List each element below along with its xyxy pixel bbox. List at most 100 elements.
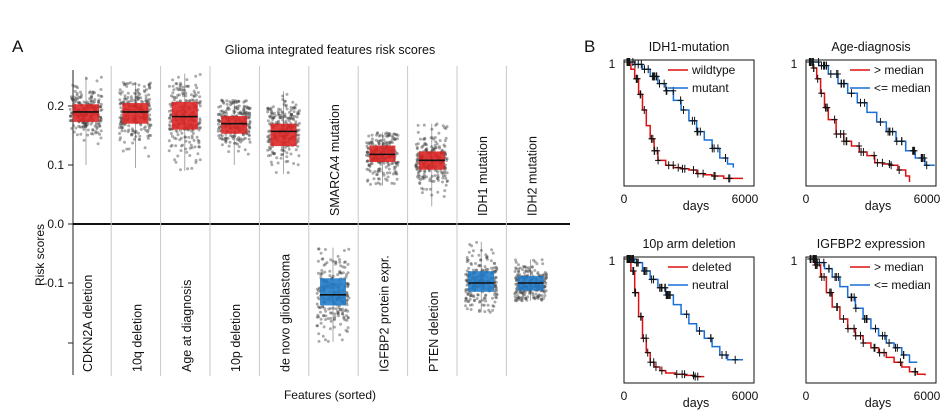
data-point (72, 124, 75, 128)
data-point (130, 99, 134, 103)
data-point (230, 135, 234, 139)
data-point (246, 112, 250, 116)
data-point (544, 281, 548, 285)
data-point (233, 99, 237, 103)
data-point (248, 119, 252, 123)
data-point (544, 277, 548, 281)
data-point (243, 136, 247, 140)
data-point (233, 106, 237, 110)
data-point (524, 269, 528, 273)
data-point (220, 99, 224, 102)
data-point (377, 140, 381, 144)
data-point (289, 114, 293, 118)
data-point (515, 279, 518, 282)
data-point (99, 102, 103, 106)
data-point (283, 112, 287, 116)
data-point (382, 161, 386, 165)
data-point (247, 115, 251, 119)
data-point (142, 85, 146, 88)
data-point (374, 138, 378, 142)
data-point (188, 99, 192, 103)
data-point (174, 137, 178, 141)
data-point (375, 173, 379, 176)
data-point (344, 308, 348, 312)
data-point (268, 145, 271, 149)
data-point (445, 157, 449, 161)
data-point (530, 291, 534, 295)
data-point (173, 95, 177, 99)
data-point (144, 128, 148, 132)
data-point (318, 306, 321, 310)
data-point (391, 135, 395, 139)
data-point (71, 98, 75, 102)
data-point (540, 294, 544, 298)
data-point (148, 123, 152, 127)
data-point (324, 309, 328, 313)
data-point (185, 150, 189, 154)
data-point (242, 100, 246, 104)
data-point (220, 134, 224, 138)
data-point (418, 169, 422, 173)
data-point (190, 146, 194, 150)
data-point (91, 90, 95, 94)
data-point (97, 122, 101, 126)
data-point (464, 290, 468, 294)
data-point (476, 293, 480, 297)
x-axis-label: days (683, 199, 709, 213)
km-panel-igfbp2-expression: IGFBP2 expression 1 0 6000 days > median <= me… (791, 237, 941, 410)
data-point (176, 93, 180, 97)
data-point (177, 75, 180, 79)
data-point (95, 79, 99, 83)
data-point (237, 111, 241, 115)
data-point (241, 112, 245, 116)
data-point (237, 100, 241, 103)
data-point (119, 116, 123, 120)
data-point (219, 133, 223, 137)
data-point (118, 91, 122, 95)
data-point (181, 85, 185, 89)
data-point (329, 311, 332, 315)
data-point (493, 300, 497, 304)
data-point (119, 101, 123, 105)
data-point (272, 116, 276, 120)
data-point (147, 124, 151, 128)
km-title: 10p arm deletion (642, 237, 735, 251)
data-point (131, 129, 135, 133)
data-point (184, 84, 188, 88)
data-point (99, 116, 103, 120)
data-point (493, 289, 497, 292)
data-point (323, 248, 327, 251)
data-point (193, 91, 197, 95)
data-point (91, 132, 95, 136)
data-point (435, 122, 439, 126)
data-point (123, 94, 127, 98)
data-point (434, 146, 437, 150)
data-point (388, 132, 392, 136)
data-point (422, 143, 426, 147)
data-point (329, 319, 333, 323)
data-point (136, 97, 140, 101)
data-point (77, 101, 81, 105)
data-point (417, 176, 421, 180)
data-point (69, 111, 73, 115)
data-point (443, 174, 447, 178)
data-point (74, 99, 78, 103)
data-point (476, 293, 480, 297)
data-point (519, 298, 523, 302)
data-point (69, 119, 73, 123)
data-point (518, 296, 522, 300)
data-point (193, 145, 197, 149)
data-point (295, 115, 299, 119)
data-point (322, 325, 326, 329)
data-point (469, 308, 473, 311)
data-point (269, 115, 273, 119)
feature-label-age-at-diagnosis: Age at diagnosis (180, 280, 194, 372)
data-point (148, 97, 152, 101)
data-point (74, 85, 78, 88)
data-point (514, 287, 518, 291)
data-point (317, 339, 321, 343)
data-point (339, 271, 343, 275)
data-point (220, 137, 224, 140)
data-point (98, 132, 102, 136)
data-point (267, 154, 270, 158)
